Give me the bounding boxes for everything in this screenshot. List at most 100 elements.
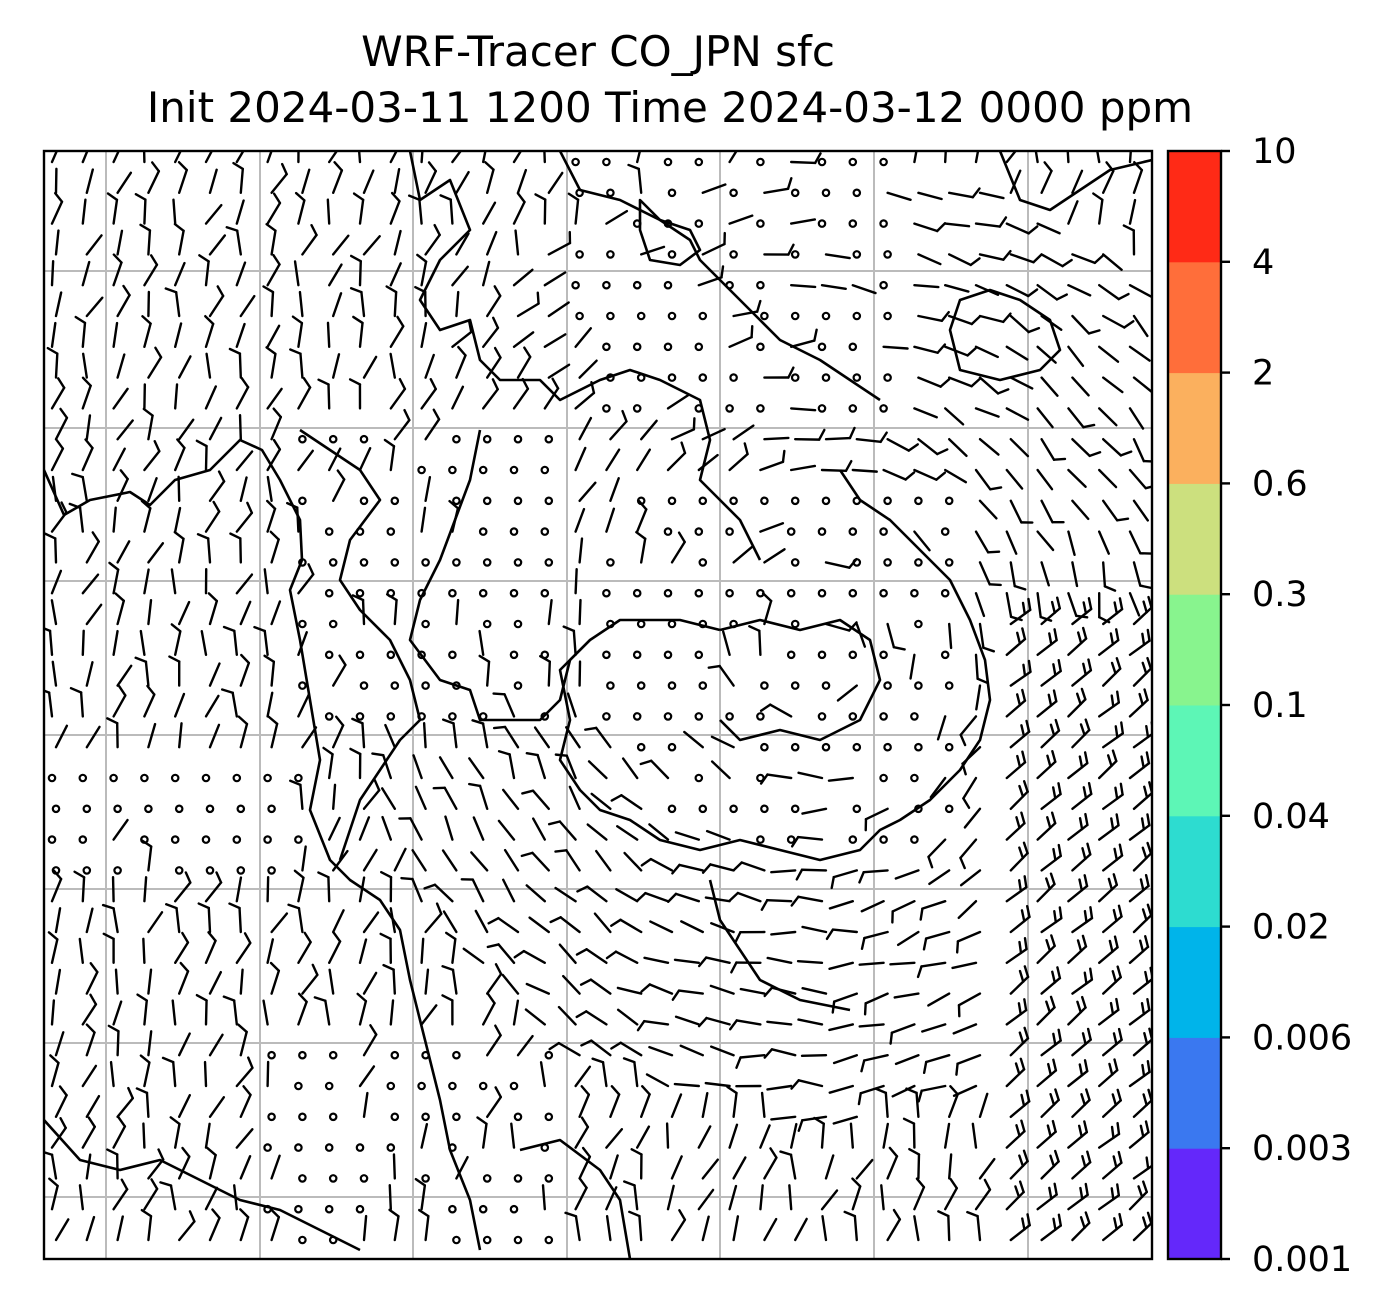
wind-barb: [116, 353, 126, 379]
colorbar-tick-label: 2: [1252, 354, 1274, 394]
wind-barb: [420, 322, 428, 348]
wind-barb: [195, 439, 208, 472]
wind-barb: [102, 932, 115, 964]
calm-circle: [51, 804, 61, 814]
wind-barb: [649, 920, 674, 934]
wind-barb: [1036, 345, 1057, 364]
wind-barb: [222, 625, 239, 656]
wind-barb: [790, 1122, 798, 1149]
wind-barb: [208, 416, 223, 441]
wind-barb: [169, 1116, 181, 1149]
wind-barb: [543, 271, 567, 287]
wind-barb: [352, 315, 364, 348]
calm-circle: [944, 681, 954, 690]
wind-barb: [763, 986, 797, 998]
wind-barb: [1005, 688, 1027, 718]
wind-barb: [420, 937, 425, 964]
wind-barb: [229, 532, 243, 564]
calm-circle: [732, 545, 754, 564]
calm-circle: [694, 157, 704, 167]
calm-circle: [914, 619, 923, 629]
wind-barb: [1101, 499, 1130, 522]
wind-barb: [294, 191, 306, 225]
wind-barb: [235, 377, 250, 410]
wind-barb: [1009, 1149, 1029, 1180]
calm-circle: [883, 250, 892, 259]
wind-barb: [412, 754, 423, 780]
calm-circle: [263, 773, 272, 783]
wind-barb: [1128, 407, 1145, 430]
wind-barb: [574, 507, 586, 533]
wind-barb: [1040, 376, 1059, 397]
wind-barb: [293, 869, 305, 903]
wind-barb: [116, 540, 131, 564]
calm-circle: [351, 594, 366, 626]
wind-barb: [164, 287, 181, 318]
calm-circle: [848, 650, 858, 660]
wind-barb: [173, 383, 179, 410]
wind-barb: [813, 1116, 825, 1149]
coastline-segment: [44, 438, 482, 1251]
calm-circle: [455, 598, 460, 626]
wind-barb: [1009, 659, 1032, 687]
wind-barb: [116, 171, 133, 195]
wind-barb: [547, 171, 564, 195]
wind-barb: [197, 902, 212, 934]
wind-barb: [1005, 936, 1028, 964]
calm-circle: [294, 1081, 303, 1091]
wind-barb: [81, 352, 89, 379]
colorbar-tick-label: 0.006: [1252, 1018, 1352, 1058]
wind-barb: [235, 261, 247, 287]
wind-barb: [177, 1210, 196, 1242]
wind-barb: [944, 1122, 951, 1149]
calm-circle: [667, 188, 677, 198]
wind-barb: [944, 284, 970, 293]
wind-barb: [974, 468, 1003, 491]
wind-barb: [543, 151, 546, 164]
calm-circle: [821, 311, 831, 321]
wind-barb: [50, 260, 55, 287]
wind-barb: [293, 260, 300, 287]
calm-circle: [817, 404, 827, 413]
wind-barb: [50, 321, 57, 348]
wind-barb: [516, 346, 532, 379]
wind-barb: [1101, 904, 1123, 934]
wind-barb: [640, 983, 674, 995]
wind-barb: [444, 815, 454, 841]
calm-circle: [936, 715, 947, 741]
wind-barb: [411, 849, 427, 872]
calm-circle: [729, 250, 738, 259]
wind-barb: [801, 925, 828, 934]
calm-circle: [298, 1174, 307, 1183]
wind-barb: [253, 625, 269, 656]
calm-circle: [606, 373, 615, 382]
wind-barb: [957, 992, 982, 1018]
wind-barb: [1040, 659, 1062, 687]
wind-barb: [266, 151, 273, 164]
calm-circle: [636, 311, 646, 321]
calm-circle: [817, 650, 827, 660]
wind-barb: [47, 931, 59, 964]
wind-barb: [239, 1085, 252, 1119]
calm-circle: [452, 1050, 461, 1060]
wind-barb: [728, 1019, 762, 1031]
wind-barb: [528, 916, 550, 934]
calm-circle: [852, 804, 862, 814]
wind-barb: [177, 475, 181, 502]
wind-barb: [1040, 1149, 1060, 1180]
calm-circle: [421, 1174, 430, 1183]
wind-barb: [1097, 628, 1120, 656]
wind-barb: [269, 530, 280, 564]
wind-barb: [851, 1177, 862, 1211]
wind-barb: [143, 1178, 159, 1211]
wind-barb: [1071, 1150, 1092, 1180]
wind-barb: [858, 869, 889, 884]
wind-barb: [116, 469, 129, 502]
colorbar-segment: [1168, 926, 1221, 1038]
wind-barb: [863, 992, 889, 1016]
wind-barb: [671, 989, 704, 1001]
wind-barb: [134, 193, 147, 225]
wind-barb: [357, 151, 362, 164]
wind-barb: [225, 226, 243, 256]
wind-barb: [492, 725, 520, 749]
